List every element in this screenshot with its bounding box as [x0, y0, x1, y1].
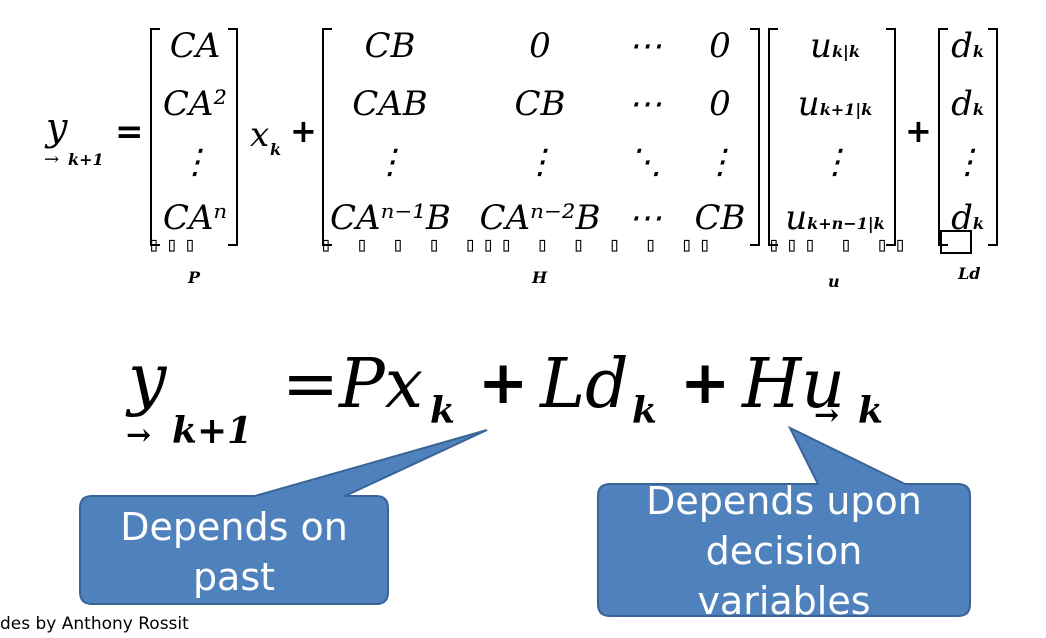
d-bracket-left: [938, 28, 948, 246]
matrix-x-sub: k: [270, 140, 282, 159]
d-symbol: d: [951, 198, 973, 238]
callout-right-text: Depends upon decision variables: [598, 476, 970, 616]
h-cell: 0: [529, 26, 551, 66]
callout-right-shape: [597, 425, 971, 617]
u-sub: k+n−1|k: [807, 214, 885, 233]
h-cell: 0: [709, 26, 731, 66]
u-sub: k|k: [831, 42, 860, 61]
d-symbol: ⋮: [950, 142, 985, 182]
compact-ld-sub: k: [632, 390, 657, 432]
underbrace-artifact-u: ▯▯▯ ▯ ▯▯: [768, 232, 913, 256]
matrix-lhs-arrow: →: [44, 149, 60, 170]
h-cell: CB: [514, 84, 566, 124]
h-bracket-right: [750, 28, 760, 246]
h-cell: ⋯: [628, 84, 662, 124]
p-cell: CA²: [162, 84, 228, 124]
h-cell: CB: [364, 26, 416, 66]
h-cell: ⋱: [628, 142, 662, 182]
matrix-lhs-y: y: [46, 105, 68, 149]
p-cell: CAⁿ: [162, 198, 228, 238]
label-ld: Ld: [958, 264, 981, 283]
label-u: u: [828, 272, 840, 291]
callout-right-line-2: decision: [705, 529, 863, 573]
label-h: H: [532, 268, 548, 287]
u-bracket-right: [886, 28, 896, 246]
h-cell: CB: [694, 198, 746, 238]
compact-plus-1: +: [478, 348, 529, 418]
callout-right-line-3: variables: [697, 579, 871, 616]
d-cell: ⋮: [940, 142, 995, 182]
u-symbol: ⋮: [818, 142, 852, 182]
u-symbol: u: [785, 198, 808, 238]
h-cell: ⋮: [373, 142, 407, 182]
compact-px-sub: k: [430, 390, 455, 432]
compact-plus-2: +: [680, 348, 731, 418]
compact-lhs-sub: k+1: [172, 410, 253, 452]
h-cell: ⋯: [628, 26, 662, 66]
u-cell: ⋮: [780, 142, 890, 182]
callout-right-line-1: Depends upon: [646, 479, 922, 523]
underbrace-artifact-d: [940, 230, 972, 254]
d-symbol: d: [951, 26, 973, 66]
d-sub: k: [972, 214, 984, 233]
h-cell: CAⁿ⁻¹B: [330, 198, 451, 238]
u-cell: uk|k: [780, 26, 890, 66]
matrix-lhs-sub: k+1: [68, 150, 104, 169]
h-cell: ⋮: [523, 142, 557, 182]
u-symbol: u: [810, 26, 832, 66]
d-sub: k: [972, 100, 984, 119]
u-cell: uk+1|k: [780, 84, 890, 124]
u-sub: k+1|k: [819, 100, 873, 119]
h-cell: ⋯: [628, 198, 662, 238]
d-cell: dk: [940, 84, 995, 124]
p-cell: CA: [169, 26, 221, 66]
footer-credit: des by Anthony Rossit: [0, 614, 189, 634]
matrix-x: x: [250, 115, 270, 155]
callout-left-text: Depends on past: [80, 502, 388, 604]
callout-left-line-2: past: [192, 555, 276, 599]
callout-left-shape: [79, 429, 488, 605]
underbrace-artifact-p: ▯▯▯: [148, 232, 203, 256]
p-bracket-right: [228, 28, 238, 246]
h-cell: 0: [709, 84, 731, 124]
compact-lhs-y: y: [128, 340, 167, 419]
d-symbol: d: [951, 84, 973, 124]
d-cell: dk: [940, 26, 995, 66]
underbrace-artifact-h: ▯ ▯ ▯ ▯ ▯▯▯ ▯ ▯ ▯ ▯ ▯▯: [320, 232, 717, 256]
h-cell: ⋮: [703, 142, 737, 182]
compact-hu-sub: k: [858, 390, 883, 432]
compact-ld: Ld: [540, 345, 629, 424]
matrix-equals: =: [115, 112, 144, 152]
d-cell: dk: [940, 198, 995, 238]
u-bracket-left: [768, 28, 778, 246]
u-cell: uk+n−1|k: [775, 198, 895, 238]
h-cell: CAⁿ⁻²B: [479, 198, 601, 238]
matrix-plus-1: +: [290, 112, 317, 150]
label-p: P: [188, 268, 201, 287]
d-bracket-right: [988, 28, 998, 246]
p-bracket-left: [150, 28, 160, 246]
compact-hu: Hu: [742, 345, 846, 424]
compact-u-arrow: →: [814, 398, 840, 433]
d-sub: k: [972, 42, 984, 61]
compact-lhs-arrow: →: [126, 418, 152, 453]
p-cell: ⋮: [178, 142, 212, 182]
h-cell: CAB: [352, 84, 428, 124]
compact-px: =Px: [282, 345, 424, 424]
matrix-plus-2: +: [905, 112, 932, 150]
h-bracket-left: [322, 28, 332, 246]
callout-left-line-1: Depends on: [120, 505, 348, 549]
u-symbol: u: [797, 84, 820, 124]
